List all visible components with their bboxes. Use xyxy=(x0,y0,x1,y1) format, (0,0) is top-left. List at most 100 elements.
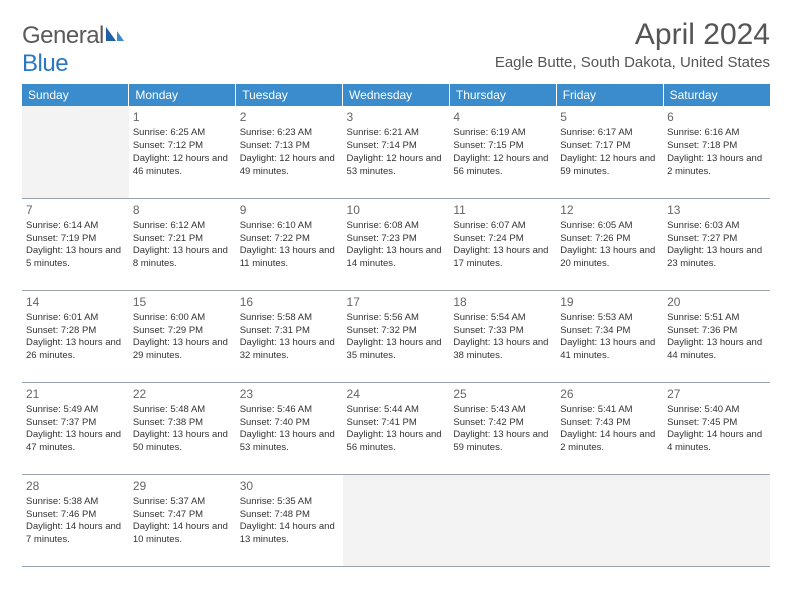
day-number: 29 xyxy=(133,478,232,494)
calendar-empty-cell xyxy=(449,474,556,566)
calendar-day-cell: 1 Sunrise: 6:25 AMSunset: 7:12 PMDaylight… xyxy=(129,106,236,198)
day-number: 2 xyxy=(240,109,339,125)
calendar-day-cell: 26 Sunrise: 5:41 AMSunset: 7:43 PMDayligh… xyxy=(556,382,663,474)
day-number: 10 xyxy=(347,202,446,218)
calendar-day-cell: 5Sunrise: 6:17 AMSunset: 7:17 PMDaylight… xyxy=(556,106,663,198)
calendar-day-cell: 14 Sunrise: 6:01 AMSunset: 7:28 PMDayligh… xyxy=(22,290,129,382)
day-info: Sunrise: 5:44 AMSunset: 7:41 PMDaylight:… xyxy=(347,404,446,455)
day-info: Sunrise: 5:38 AMSunset: 7:46 PMDaylight:… xyxy=(26,496,125,547)
logo-text-general: General xyxy=(22,22,104,49)
day-header-row: SundayMondayTuesdayWednesdayThursdayFrid… xyxy=(22,84,770,106)
day-info: Sunrise: 6:00 AMSunset: 7:29 PMDaylight:… xyxy=(133,312,232,363)
day-number: 11 xyxy=(453,202,552,218)
day-info: Sunrise: 5:40 AMSunset: 7:45 PMDaylight:… xyxy=(667,404,766,455)
day-number: 20 xyxy=(667,294,766,310)
day-info: Sunrise: 6:16 AMSunset: 7:18 PMDaylight:… xyxy=(667,127,766,178)
day-info: Sunrise: 6:12 AMSunset: 7:21 PMDaylight:… xyxy=(133,220,232,271)
day-number: 17 xyxy=(347,294,446,310)
calendar-day-cell: 7Sunrise: 6:14 AMSunset: 7:19 PMDaylight… xyxy=(22,198,129,290)
day-header: Tuesday xyxy=(236,84,343,106)
day-info: Sunrise: 6:23 AMSunset: 7:13 PMDaylight:… xyxy=(240,127,339,178)
day-header: Friday xyxy=(556,84,663,106)
day-number: 19 xyxy=(560,294,659,310)
calendar-head: SundayMondayTuesdayWednesdayThursdayFrid… xyxy=(22,84,770,106)
day-number: 22 xyxy=(133,386,232,402)
day-info: Sunrise: 6:01 AMSunset: 7:28 PMDaylight:… xyxy=(26,312,125,363)
day-number: 5 xyxy=(560,109,659,125)
day-number: 7 xyxy=(26,202,125,218)
day-info: Sunrise: 5:48 AMSunset: 7:38 PMDaylight:… xyxy=(133,404,232,455)
logo: GeneralBlue xyxy=(22,22,126,78)
day-info: Sunrise: 5:41 AMSunset: 7:43 PMDaylight:… xyxy=(560,404,659,455)
day-info: Sunrise: 6:07 AMSunset: 7:24 PMDaylight:… xyxy=(453,220,552,271)
calendar-week-row: 1 Sunrise: 6:25 AMSunset: 7:12 PMDaylight… xyxy=(22,106,770,198)
calendar-day-cell: 25Sunrise: 5:43 AMSunset: 7:42 PMDayligh… xyxy=(449,382,556,474)
day-number: 28 xyxy=(26,478,125,494)
day-info: Sunrise: 5:58 AMSunset: 7:31 PMDaylight:… xyxy=(240,312,339,363)
day-info: Sunrise: 5:35 AMSunset: 7:48 PMDaylight:… xyxy=(240,496,339,547)
calendar-day-cell: 21 Sunrise: 5:49 AMSunset: 7:37 PMDayligh… xyxy=(22,382,129,474)
day-info: Sunrise: 6:25 AMSunset: 7:12 PMDaylight:… xyxy=(133,127,232,178)
day-number: 27 xyxy=(667,386,766,402)
location-subtitle: Eagle Butte, South Dakota, United States xyxy=(495,54,770,71)
calendar-day-cell: 18 Sunrise: 5:54 AMSunset: 7:33 PMDayligh… xyxy=(449,290,556,382)
day-info: Sunrise: 6:10 AMSunset: 7:22 PMDaylight:… xyxy=(240,220,339,271)
calendar-day-cell: 16Sunrise: 5:58 AMSunset: 7:31 PMDayligh… xyxy=(236,290,343,382)
day-header: Saturday xyxy=(663,84,770,106)
day-number: 1 xyxy=(133,109,232,125)
day-info: Sunrise: 6:19 AMSunset: 7:15 PMDaylight:… xyxy=(453,127,552,178)
logo-sail-icon xyxy=(104,22,126,40)
logo-text: GeneralBlue xyxy=(22,22,126,78)
day-info: Sunrise: 5:37 AMSunset: 7:47 PMDaylight:… xyxy=(133,496,232,547)
day-number: 3 xyxy=(347,109,446,125)
day-info: Sunrise: 5:51 AMSunset: 7:36 PMDaylight:… xyxy=(667,312,766,363)
calendar-day-cell: 23 Sunrise: 5:46 AMSunset: 7:40 PMDayligh… xyxy=(236,382,343,474)
calendar-table: SundayMondayTuesdayWednesdayThursdayFrid… xyxy=(22,84,770,567)
calendar-week-row: 21 Sunrise: 5:49 AMSunset: 7:37 PMDayligh… xyxy=(22,382,770,474)
calendar-empty-cell xyxy=(22,106,129,198)
title-block: April 2024 Eagle Butte, South Dakota, Un… xyxy=(495,18,770,71)
calendar-day-cell: 13 Sunrise: 6:03 AMSunset: 7:27 PMDayligh… xyxy=(663,198,770,290)
calendar-empty-cell xyxy=(343,474,450,566)
day-number: 15 xyxy=(133,294,232,310)
calendar-day-cell: 24 Sunrise: 5:44 AMSunset: 7:41 PMDayligh… xyxy=(343,382,450,474)
day-number: 9 xyxy=(240,202,339,218)
calendar-day-cell: 28 Sunrise: 5:38 AMSunset: 7:46 PMDayligh… xyxy=(22,474,129,566)
calendar-week-row: 14 Sunrise: 6:01 AMSunset: 7:28 PMDayligh… xyxy=(22,290,770,382)
day-header: Wednesday xyxy=(343,84,450,106)
day-info: Sunrise: 6:03 AMSunset: 7:27 PMDaylight:… xyxy=(667,220,766,271)
month-title: April 2024 xyxy=(495,18,770,52)
day-info: Sunrise: 5:54 AMSunset: 7:33 PMDaylight:… xyxy=(453,312,552,363)
day-number: 8 xyxy=(133,202,232,218)
calendar-day-cell: 29 Sunrise: 5:37 AMSunset: 7:47 PMDayligh… xyxy=(129,474,236,566)
calendar-empty-cell xyxy=(556,474,663,566)
calendar-day-cell: 10Sunrise: 6:08 AMSunset: 7:23 PMDayligh… xyxy=(343,198,450,290)
calendar-day-cell: 2 Sunrise: 6:23 AMSunset: 7:13 PMDaylight… xyxy=(236,106,343,198)
calendar-empty-cell xyxy=(663,474,770,566)
day-header: Monday xyxy=(129,84,236,106)
calendar-day-cell: 15 Sunrise: 6:00 AMSunset: 7:29 PMDayligh… xyxy=(129,290,236,382)
calendar-day-cell: 22 Sunrise: 5:48 AMSunset: 7:38 PMDayligh… xyxy=(129,382,236,474)
day-info: Sunrise: 6:05 AMSunset: 7:26 PMDaylight:… xyxy=(560,220,659,271)
day-number: 18 xyxy=(453,294,552,310)
day-number: 24 xyxy=(347,386,446,402)
day-info: Sunrise: 6:21 AMSunset: 7:14 PMDaylight:… xyxy=(347,127,446,178)
calendar-day-cell: 30Sunrise: 5:35 AMSunset: 7:48 PMDayligh… xyxy=(236,474,343,566)
calendar-week-row: 7Sunrise: 6:14 AMSunset: 7:19 PMDaylight… xyxy=(22,198,770,290)
day-number: 14 xyxy=(26,294,125,310)
day-number: 26 xyxy=(560,386,659,402)
day-number: 23 xyxy=(240,386,339,402)
day-number: 25 xyxy=(453,386,552,402)
calendar-day-cell: 27 Sunrise: 5:40 AMSunset: 7:45 PMDayligh… xyxy=(663,382,770,474)
day-number: 13 xyxy=(667,202,766,218)
calendar-day-cell: 6Sunrise: 6:16 AMSunset: 7:18 PMDaylight… xyxy=(663,106,770,198)
calendar-day-cell: 4Sunrise: 6:19 AMSunset: 7:15 PMDaylight… xyxy=(449,106,556,198)
calendar-day-cell: 12Sunrise: 6:05 AMSunset: 7:26 PMDayligh… xyxy=(556,198,663,290)
day-info: Sunrise: 5:53 AMSunset: 7:34 PMDaylight:… xyxy=(560,312,659,363)
day-info: Sunrise: 5:46 AMSunset: 7:40 PMDaylight:… xyxy=(240,404,339,455)
header: GeneralBlue April 2024 Eagle Butte, Sout… xyxy=(22,18,770,78)
day-info: Sunrise: 5:49 AMSunset: 7:37 PMDaylight:… xyxy=(26,404,125,455)
day-number: 21 xyxy=(26,386,125,402)
calendar-day-cell: 8 Sunrise: 6:12 AMSunset: 7:21 PMDaylight… xyxy=(129,198,236,290)
calendar-page: GeneralBlue April 2024 Eagle Butte, Sout… xyxy=(0,0,792,612)
